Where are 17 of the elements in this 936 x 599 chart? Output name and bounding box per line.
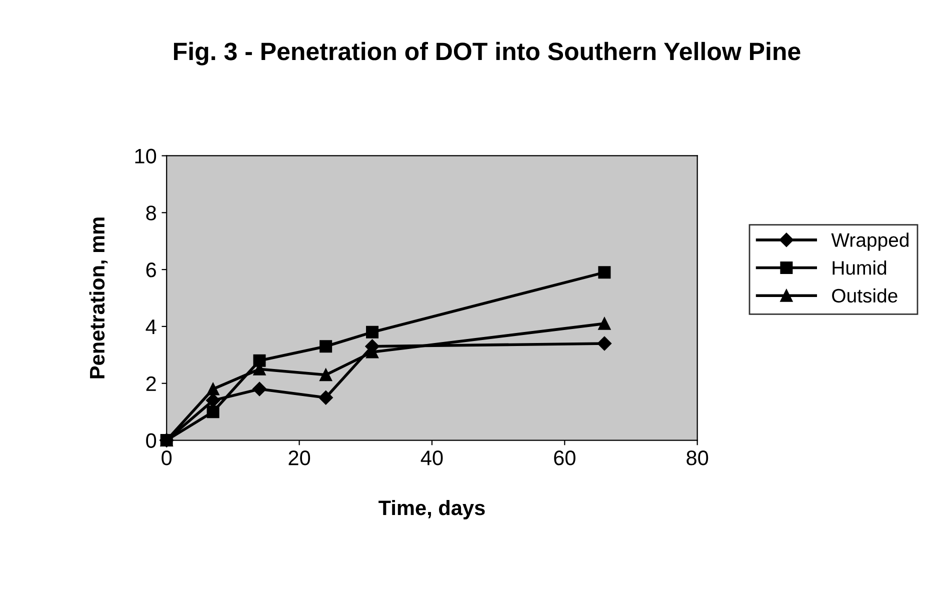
y-tick-label: 2 [146,376,156,391]
y-tick-label: 0 [146,433,156,448]
chart-title: Fig. 3 - Penetration of DOT into Southern Yellow Pine [174,42,800,66]
x-tick-label: 20 [288,450,310,466]
x-axis-title: Time, days [378,500,485,520]
x-tick-label: 60 [554,450,576,466]
x-tick-label: 0 [162,450,172,466]
y-tick-label: 4 [146,320,156,334]
legend-label: Outside [832,288,898,303]
y-tick-label: 8 [146,206,156,220]
y-axis-title: Penetration, mm [89,218,108,378]
y-tick-label: 6 [146,262,156,278]
x-tick-label: 80 [686,450,708,466]
legend-label: Humid [832,260,886,275]
y-tick-label: 10 [135,148,156,164]
legend-label: Wrapped [831,232,908,251]
x-tick-label: 40 [420,450,443,466]
